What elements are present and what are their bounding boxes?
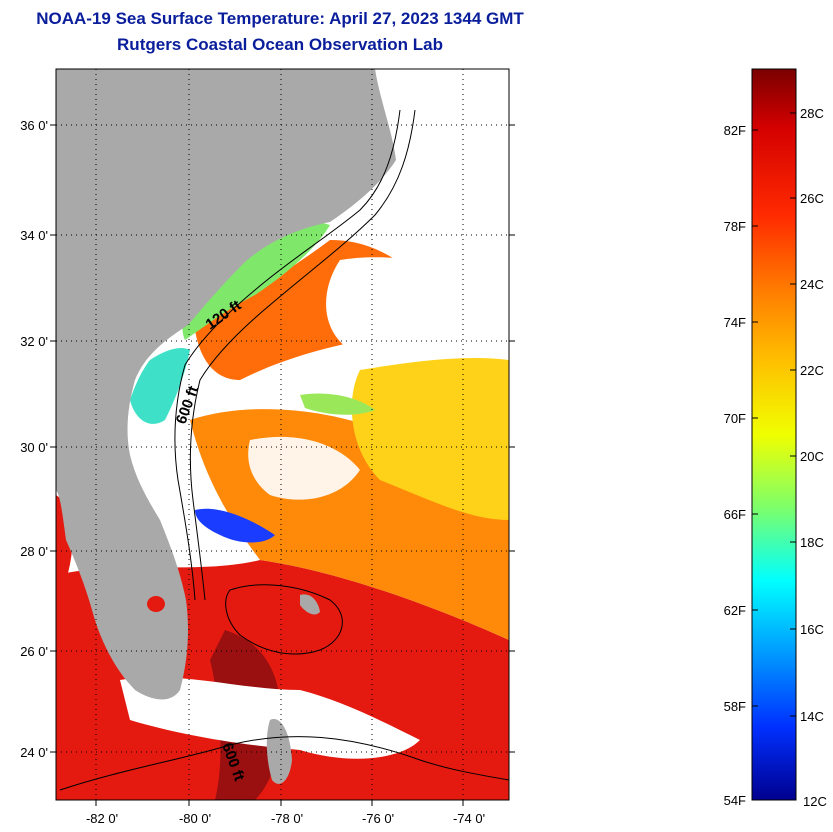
lon-label-80: -80 0' — [179, 811, 211, 826]
map-ticks — [50, 124, 515, 806]
cb-c-28: 28C — [800, 106, 824, 121]
cloud-mask-north — [326, 257, 509, 358]
colorbar-gradient — [751, 68, 797, 801]
cold-blue-patch — [195, 508, 275, 543]
lon-label-74: -74 0' — [453, 811, 485, 826]
lat-label-28: 28 0' — [20, 544, 48, 559]
lat-label-26: 26 0' — [20, 644, 48, 659]
cloud-mask-central — [248, 436, 360, 500]
lat-lon-grid — [56, 69, 509, 800]
cb-f-54: 54F — [724, 793, 746, 808]
latitude-labels: 36 0' 34 0' 32 0' 30 0' 28 0' 26 0' 24 0… — [20, 118, 48, 760]
lat-label-34: 34 0' — [20, 228, 48, 243]
cb-f-78: 78F — [724, 219, 746, 234]
lon-label-82: -82 0' — [86, 811, 118, 826]
map-subtitle: Rutgers Coastal Ocean Observation Lab — [117, 35, 443, 54]
lon-label-78: -78 0' — [271, 811, 303, 826]
cloud-mask-south — [120, 677, 420, 759]
cb-c-22: 22C — [800, 363, 824, 378]
cb-c-20: 20C — [800, 449, 824, 464]
cb-f-66: 66F — [724, 507, 746, 522]
cb-f-62: 62F — [724, 603, 746, 618]
lat-label-24: 24 0' — [20, 745, 48, 760]
lat-label-36: 36 0' — [20, 118, 48, 133]
longitude-labels: -82 0' -80 0' -78 0' -76 0' -74 0' — [86, 811, 485, 826]
temperature-colorbar: 82F 78F 74F 70F 66F 62F 58F 54F 28C 26C … — [724, 68, 827, 809]
bahamas-island-andros — [266, 719, 292, 784]
cb-f-82: 82F — [724, 123, 746, 138]
cb-f-70: 70F — [724, 411, 746, 426]
lake-okeechobee — [147, 596, 165, 612]
isobath-bahamas-bank — [225, 584, 343, 655]
isobath-south — [59, 736, 509, 791]
isobath-600ft — [189, 109, 416, 601]
green-shelf-water — [182, 221, 330, 340]
map-frame — [55, 68, 510, 801]
colorbar-ticks — [752, 112, 796, 717]
yellow-offshore-water — [351, 358, 509, 520]
map-title: NOAA-19 Sea Surface Temperature: April 2… — [36, 9, 524, 28]
cyan-shelf-water — [130, 348, 190, 424]
lat-label-30: 30 0' — [20, 440, 48, 455]
cb-c-12: 12C — [803, 794, 827, 809]
isobath-120ft — [174, 109, 401, 601]
us-mainland-land — [56, 69, 396, 700]
sst-map[interactable]: 120 ft 600 ft 600 ft — [56, 69, 509, 800]
green-patch-central — [300, 393, 375, 415]
cb-c-18: 18C — [800, 535, 824, 550]
cb-c-16: 16C — [800, 622, 824, 637]
cb-f-58: 58F — [724, 699, 746, 714]
cb-c-26: 26C — [800, 191, 824, 206]
cb-f-74: 74F — [724, 315, 746, 330]
lat-label-32: 32 0' — [20, 334, 48, 349]
cb-c-24: 24C — [800, 277, 824, 292]
lon-label-76: -76 0' — [362, 811, 394, 826]
cb-c-14: 14C — [800, 709, 824, 724]
bahamas-island-abaco — [300, 594, 320, 615]
